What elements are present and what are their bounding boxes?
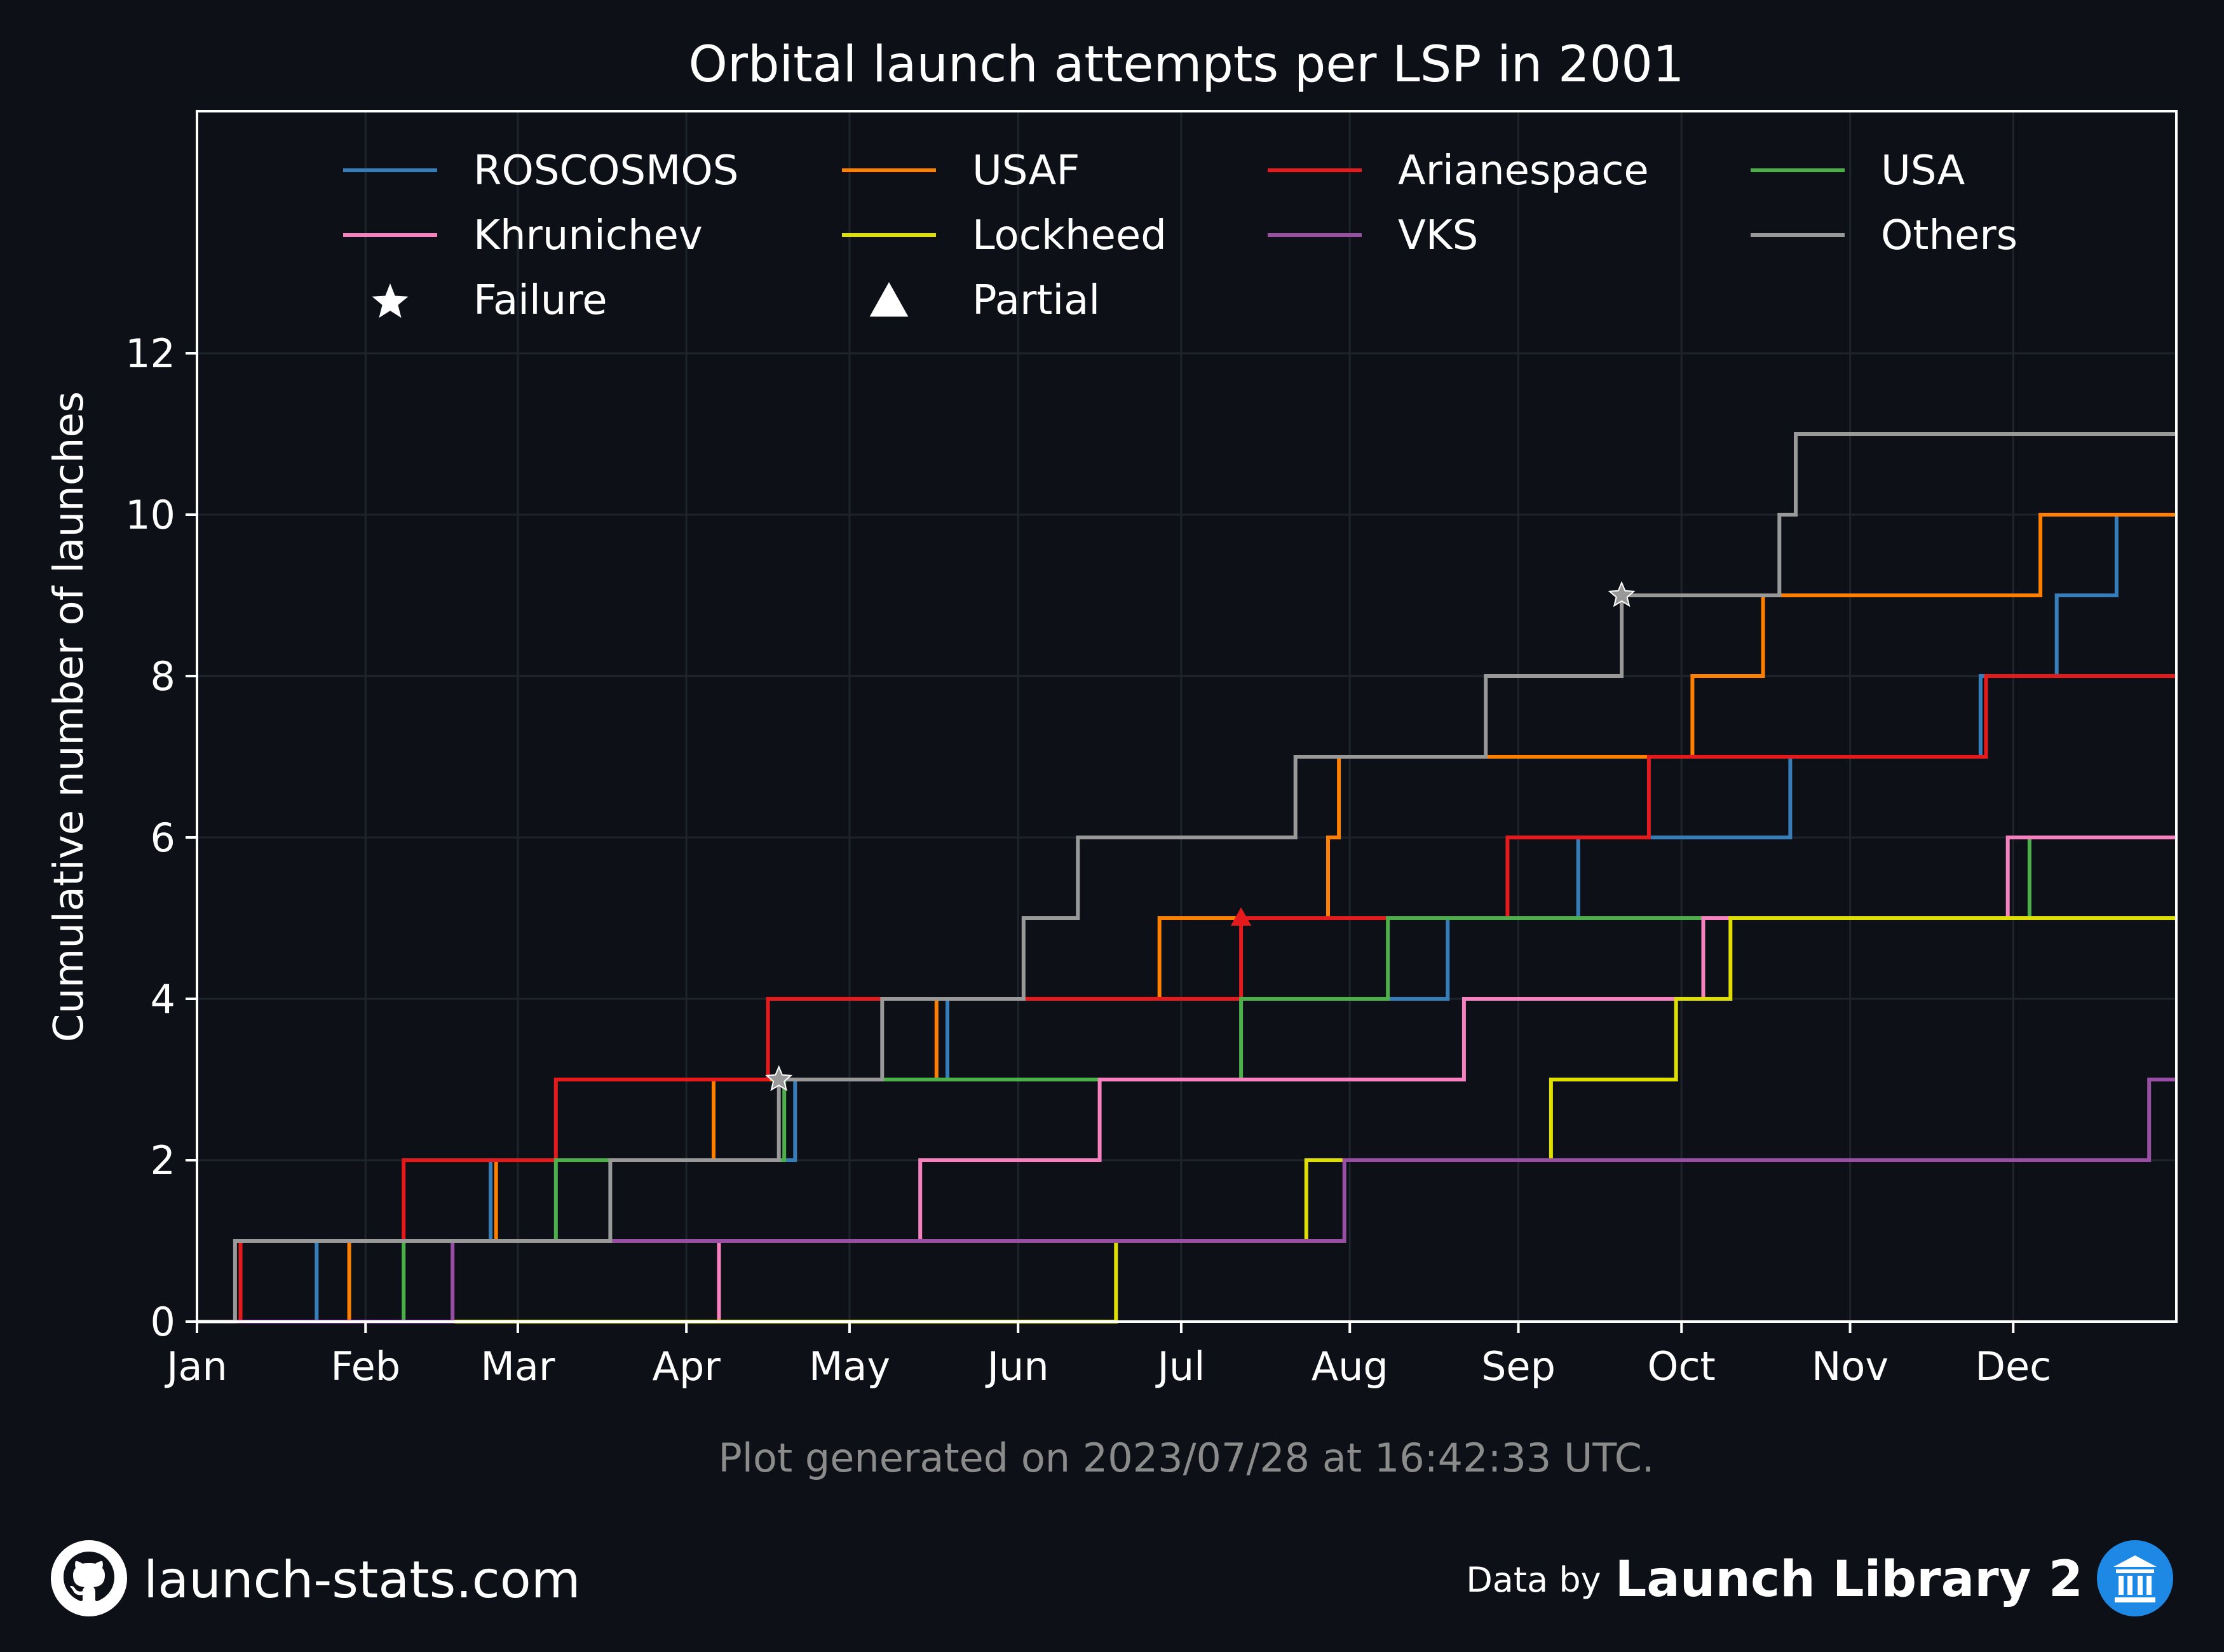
x-tick-label: Dec [1975,1343,2051,1390]
legend-triangle-icon [869,282,909,317]
legend: ROSCOSMOS USAF Arianespace USA Khrunichev Loc… [343,147,2017,324]
legend-label: VKS [1398,212,1478,259]
y-axis-label: Cumulative number of launches [46,391,93,1042]
legend-label: Others [1881,212,2017,259]
x-tick-label: May [809,1343,890,1390]
site-name: launch-stats.com [144,1550,581,1609]
x-tick-label: Jan [164,1343,227,1390]
plot-frame [196,110,2178,1323]
series-line-vks [197,1078,2176,1324]
legend-label: USAF [972,147,1080,194]
failure-marker [765,1065,793,1092]
series-line-khrunichev [197,836,2176,1324]
y-tick-label: 10 [125,492,175,538]
library-icon [2097,1540,2173,1619]
y-tick-label: 6 [151,815,175,861]
x-tick-label: Aug [1312,1343,1388,1390]
y-axis: 0 2 4 6 8 10 12 [125,330,197,1345]
legend-label: Lockheed [972,212,1167,259]
data-by-label: Data by [1466,1559,1601,1600]
y-tick-label: 0 [151,1299,175,1345]
partial-marker [1230,907,1252,926]
x-tick-label: Jun [985,1343,1049,1390]
legend-label: Khrunichev [473,212,703,259]
y-tick-label: 4 [151,976,175,1022]
x-tick-label: Nov [1812,1343,1888,1390]
chart-title: Orbital launch attempts per LSP in 2001 [689,36,1685,93]
x-axis: Jan Feb Mar Apr May Jun Jul Aug Sep Oct Nov Dec [164,1322,2051,1390]
github-icon [51,1540,127,1619]
legend-label: USA [1881,147,1965,194]
x-tick-label: Sep [1481,1343,1556,1390]
x-tick-label: Mar [480,1343,555,1390]
x-tick-label: Oct [1648,1343,1716,1390]
x-tick-label: Jul [1155,1343,1205,1390]
x-tick-label: Feb [330,1343,400,1390]
legend-label: Failure [473,277,607,324]
legend-label: Partial [972,277,1100,324]
series-line-lockheed [197,916,2176,1324]
legend-star-icon [372,283,409,318]
series-line-others [197,432,2176,1324]
y-tick-label: 12 [125,330,175,377]
y-tick-label: 2 [151,1137,175,1184]
footer-attribution: Data by Launch Library 2 [1466,1540,2173,1619]
y-tick-label: 8 [151,653,175,700]
footer-site: launch-stats.com [51,1540,581,1619]
legend-label: ROSCOSMOS [473,147,738,194]
footnote: Plot generated on 2023/07/28 at 16:42:33… [718,1435,1654,1481]
x-tick-label: Apr [653,1343,721,1390]
failure-marker [1608,581,1636,607]
series-group [197,432,2176,1324]
provider-name: Launch Library 2 [1615,1551,2083,1608]
markers-group [765,581,1636,1092]
legend-label: Arianespace [1398,147,1649,194]
